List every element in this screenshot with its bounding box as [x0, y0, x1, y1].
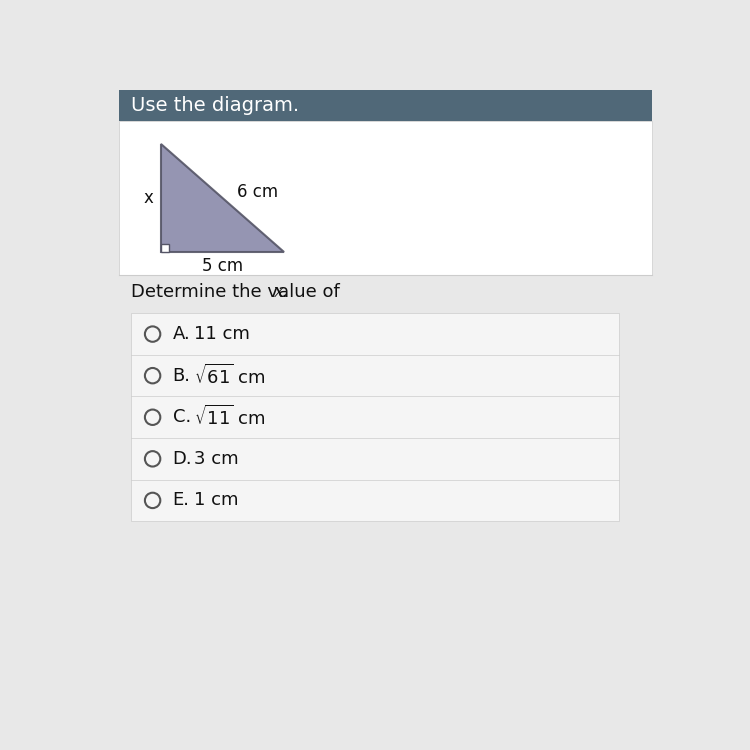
Text: E.: E.: [172, 491, 190, 509]
Bar: [118, 121, 652, 274]
Text: x: x: [144, 189, 154, 207]
Text: $\sqrt{11}$ cm: $\sqrt{11}$ cm: [194, 405, 266, 429]
Text: A.: A.: [172, 325, 190, 343]
Text: .: .: [281, 283, 287, 301]
Text: 6 cm: 6 cm: [236, 183, 278, 201]
Text: Use the diagram.: Use the diagram.: [131, 96, 299, 115]
Text: 11 cm: 11 cm: [194, 325, 250, 343]
Bar: [131, 314, 620, 521]
Text: Determine the value of: Determine the value of: [131, 283, 346, 301]
Text: $\sqrt{61}$ cm: $\sqrt{61}$ cm: [194, 364, 266, 388]
Bar: [118, 90, 652, 121]
Text: 5 cm: 5 cm: [202, 256, 243, 274]
Text: B.: B.: [172, 367, 190, 385]
Polygon shape: [161, 144, 284, 252]
Bar: [161, 244, 169, 252]
Text: x: x: [274, 283, 284, 301]
Text: C.: C.: [172, 408, 190, 426]
Text: 3 cm: 3 cm: [194, 450, 238, 468]
Text: D.: D.: [172, 450, 192, 468]
Text: 1 cm: 1 cm: [194, 491, 238, 509]
